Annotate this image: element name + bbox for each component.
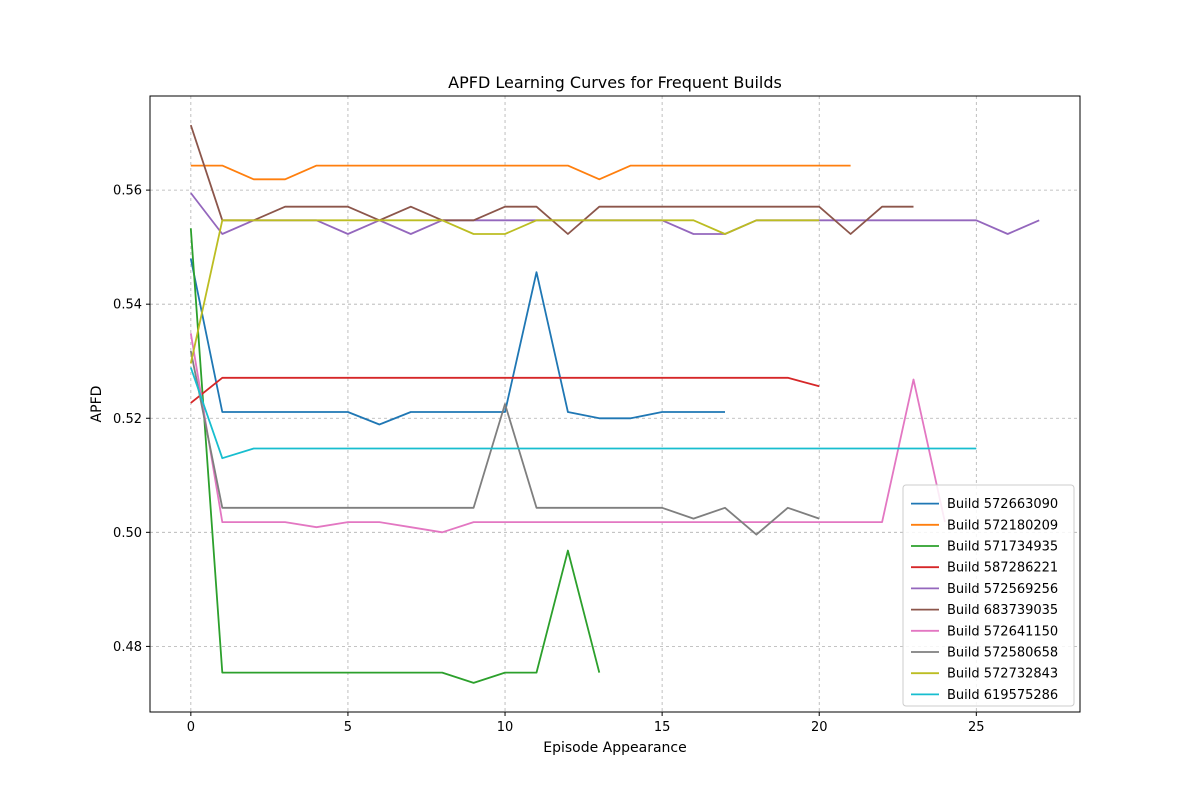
y-axis-ticks: 0.48 0.50 0.52 0.54 0.56 <box>113 184 150 655</box>
series-line-6 <box>189 333 946 534</box>
y-tick-label: 0.56 <box>113 184 142 199</box>
y-tick-label: 0.48 <box>113 640 142 655</box>
series-line-3 <box>190 376 820 404</box>
plot-frame <box>149 95 1081 713</box>
y-tick-label: 0.52 <box>113 412 142 427</box>
y-axis-label: APFD <box>89 386 105 423</box>
legend-label: Build 572732843 <box>947 667 1058 682</box>
series-lines <box>189 124 1040 684</box>
x-tick-label: 10 <box>497 720 514 735</box>
legend-label: Build 572569256 <box>947 582 1058 597</box>
series-line-8 <box>189 219 820 364</box>
x-tick-label: 15 <box>654 720 671 735</box>
legend-label: Build 572663090 <box>947 497 1058 512</box>
series-line-0 <box>189 258 725 426</box>
series-line-1 <box>190 164 851 181</box>
legend-label: Build 572641150 <box>947 624 1058 639</box>
legend-box <box>902 484 1075 707</box>
chart-title: APFD Learning Curves for Frequent Builds <box>448 73 782 92</box>
legend-label: Build 571734935 <box>947 540 1058 555</box>
legend-label: Build 619575286 <box>947 688 1058 703</box>
legend-label: Build 587286221 <box>947 561 1058 576</box>
series-line-7 <box>189 350 820 536</box>
x-axis-ticks: 0 5 10 15 20 25 <box>187 712 985 735</box>
legend-label: Build 572580658 <box>947 646 1058 661</box>
series-line-2 <box>189 228 601 684</box>
legend-label: Build 572180209 <box>947 518 1058 533</box>
y-tick-label: 0.50 <box>113 526 142 541</box>
x-tick-label: 5 <box>344 720 352 735</box>
x-tick-label: 0 <box>187 720 195 735</box>
series-line-9 <box>189 367 977 460</box>
x-tick-label: 20 <box>811 720 828 735</box>
legend: Build 572663090 Build 572180209 Build 5717… <box>902 484 1075 707</box>
x-tick-label: 25 <box>968 720 985 735</box>
y-tick-label: 0.54 <box>113 298 142 313</box>
legend-label: Build 683739035 <box>947 603 1058 618</box>
x-axis-label: Episode Appearance <box>543 740 687 756</box>
